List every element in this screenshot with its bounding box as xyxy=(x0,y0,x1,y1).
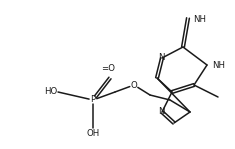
Text: O: O xyxy=(131,80,137,90)
Text: N: N xyxy=(158,53,164,62)
Text: NH: NH xyxy=(193,15,206,24)
Text: HO: HO xyxy=(44,87,57,97)
Text: OH: OH xyxy=(86,129,100,138)
Text: P: P xyxy=(90,96,96,104)
Text: N: N xyxy=(158,107,164,117)
Text: NH: NH xyxy=(212,60,225,69)
Text: =O: =O xyxy=(101,64,115,73)
